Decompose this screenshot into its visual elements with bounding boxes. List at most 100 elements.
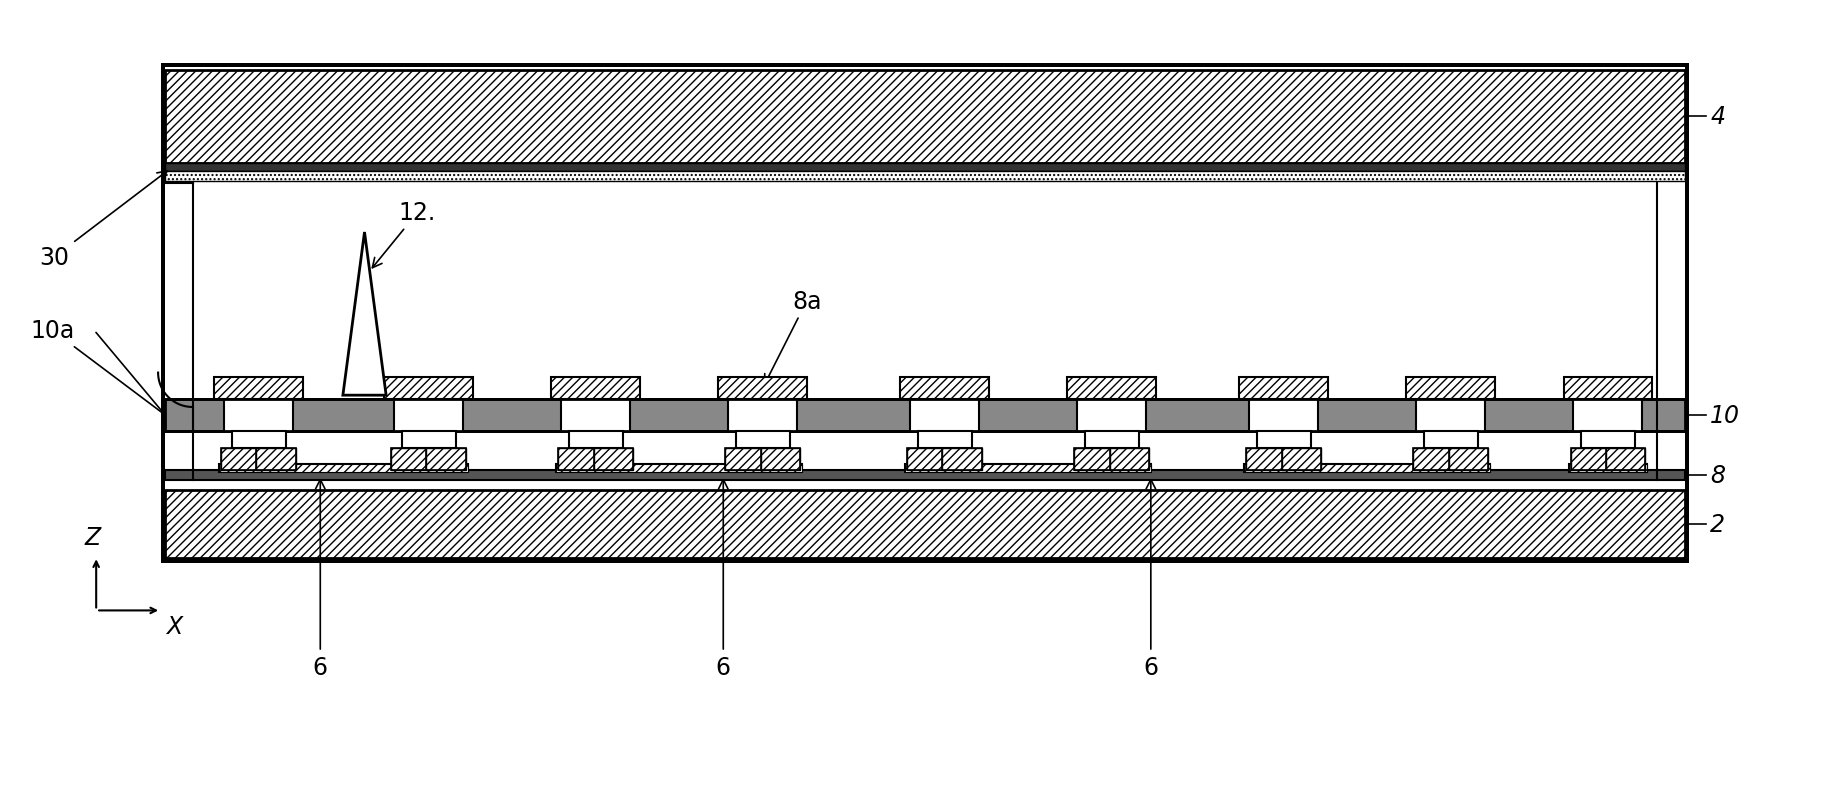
Bar [1239, 378, 1328, 400]
Bar [1571, 448, 1611, 470]
Bar [1110, 448, 1150, 470]
Bar [1414, 448, 1452, 470]
Bar [552, 378, 640, 400]
Bar [1281, 448, 1321, 470]
Polygon shape [343, 233, 386, 396]
Bar [394, 399, 463, 432]
Bar [907, 448, 946, 470]
Bar [166, 172, 1685, 182]
Bar [907, 448, 946, 470]
Bar [729, 399, 796, 432]
Bar [1068, 378, 1155, 400]
Bar [1281, 448, 1321, 470]
Bar [162, 66, 1687, 561]
Bar [1244, 465, 1490, 472]
Text: 2: 2 [1711, 513, 1725, 536]
Bar [1569, 465, 1647, 472]
Bar [224, 399, 293, 432]
Bar [1448, 448, 1489, 470]
Bar [1246, 448, 1286, 470]
Bar [166, 470, 1685, 480]
Bar [1110, 448, 1150, 470]
Bar [556, 465, 802, 472]
Bar [942, 448, 982, 470]
Bar [1571, 448, 1611, 470]
Bar [166, 164, 1685, 172]
Bar [384, 378, 472, 400]
Bar [1250, 399, 1317, 432]
Bar [1425, 431, 1478, 448]
Bar [906, 465, 1152, 472]
Bar [725, 448, 765, 470]
Bar [219, 465, 468, 472]
Bar [1084, 431, 1139, 448]
Bar [1407, 378, 1494, 400]
Text: 6: 6 [313, 480, 328, 679]
Bar [1239, 378, 1328, 400]
Bar [594, 448, 632, 470]
Bar [900, 378, 989, 400]
Bar [1574, 399, 1642, 432]
Bar [942, 448, 982, 470]
Bar [568, 431, 623, 448]
Bar [384, 378, 472, 400]
Bar [1563, 378, 1653, 400]
Bar [166, 400, 1685, 431]
Text: 10a: 10a [31, 319, 162, 414]
Bar [1416, 399, 1485, 432]
Text: 4: 4 [1711, 105, 1725, 129]
Bar [1257, 431, 1312, 448]
Bar [1414, 448, 1452, 470]
Bar [736, 431, 791, 448]
Bar [556, 465, 802, 472]
Bar [231, 431, 286, 448]
Bar [220, 448, 261, 470]
Bar [257, 448, 295, 470]
Text: 30: 30 [40, 172, 168, 269]
Bar [1581, 431, 1636, 448]
Bar [718, 378, 807, 400]
Text: X: X [166, 615, 182, 638]
Bar [1563, 378, 1653, 400]
Bar [558, 448, 598, 470]
Bar [392, 448, 430, 470]
Text: 12.: 12. [372, 201, 435, 268]
Bar [760, 448, 800, 470]
Bar [725, 448, 765, 470]
Bar [166, 490, 1685, 559]
Bar [906, 465, 1152, 472]
Bar [718, 378, 807, 400]
Text: 8a: 8a [765, 290, 822, 384]
Bar [1605, 448, 1645, 470]
Bar [909, 399, 978, 432]
Bar [215, 378, 302, 400]
Bar [552, 378, 640, 400]
Bar [1068, 378, 1155, 400]
Bar [1244, 465, 1490, 472]
Bar [1246, 448, 1286, 470]
Bar [918, 431, 971, 448]
Bar [1569, 465, 1647, 472]
Bar [558, 448, 598, 470]
Bar [162, 66, 1687, 561]
Bar [220, 448, 261, 470]
Bar [426, 448, 466, 470]
Bar [257, 448, 295, 470]
Text: 10: 10 [1711, 403, 1740, 427]
Bar [392, 448, 430, 470]
Text: Z: Z [84, 526, 100, 550]
Bar [426, 448, 466, 470]
Bar [166, 71, 1685, 164]
Text: 6: 6 [1144, 480, 1159, 679]
Bar [1077, 399, 1146, 432]
Bar [594, 448, 632, 470]
Bar [215, 378, 302, 400]
Bar [1605, 448, 1645, 470]
Bar [1407, 378, 1494, 400]
Bar [403, 431, 456, 448]
Text: 6: 6 [716, 480, 731, 679]
Bar [900, 378, 989, 400]
Bar [1448, 448, 1489, 470]
Bar [166, 172, 1685, 182]
Text: 8: 8 [1711, 463, 1725, 487]
